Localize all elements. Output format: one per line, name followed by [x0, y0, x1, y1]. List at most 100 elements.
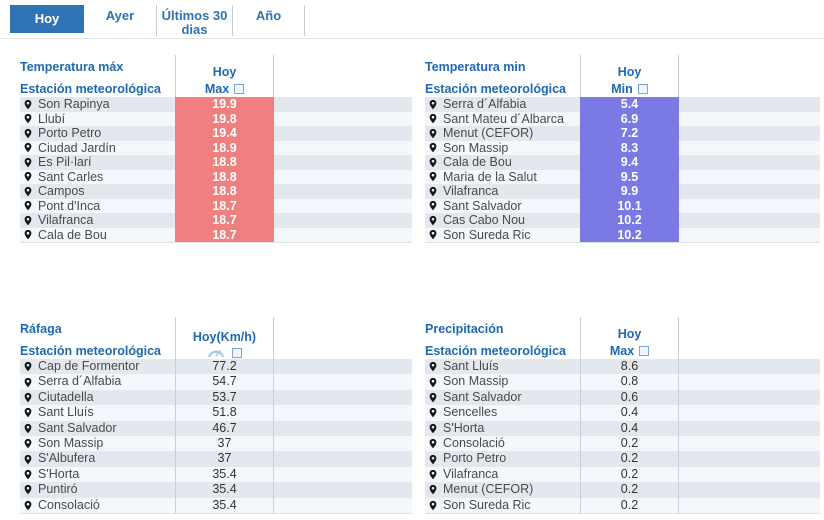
empty-checkbox-icon[interactable] [639, 346, 650, 356]
value-header-label: Max [204, 82, 230, 96]
table-row: S'Albufera 37 [20, 451, 412, 467]
table-row: Consolació 0.2 [425, 435, 820, 452]
value-cell: 9.4 [580, 155, 679, 170]
filler-cell [274, 359, 412, 374]
table-row: Ciudad Jardín 18.9 [20, 140, 412, 156]
table-row: Sant Salvador 46.7 [20, 420, 412, 436]
location-pin-icon [23, 185, 33, 198]
station-cell: Pont d'Inca [20, 199, 175, 214]
tab-hoy[interactable]: Hoy [10, 5, 84, 33]
value-cell: 10.1 [580, 198, 679, 213]
location-pin-icon [428, 170, 438, 183]
value-cell: 10.2 [580, 227, 679, 242]
table-row: Serra d´Alfabia 5.4 [425, 97, 820, 112]
empty-checkbox-icon[interactable] [637, 84, 648, 94]
station-name: Menut (CEFOR) [443, 126, 534, 140]
station-name: Vilafranca [443, 466, 499, 481]
table-row: S'Horta 35.4 [20, 466, 412, 483]
value-cell: 0.2 [580, 497, 679, 513]
station-name: Son Sureda Ric [443, 497, 531, 512]
filler-cell [274, 482, 412, 497]
station-name: Porto Petro [443, 451, 507, 466]
filler-cell [274, 421, 412, 436]
station-column-header: Estación meteorológica [425, 82, 567, 96]
table-header: Temperatura min Estación meteorológica H… [425, 55, 820, 97]
location-pin-icon [428, 156, 438, 169]
station-name: Campos [38, 184, 85, 198]
value-cell: 7.2 [580, 126, 679, 141]
value-cell: 0.2 [580, 482, 679, 498]
table-row: Cala de Bou 18.7 [20, 227, 412, 243]
station-cell: Ciutadella [20, 390, 175, 405]
filler-cell [679, 97, 820, 112]
filler-cell [679, 155, 820, 170]
station-name: Consolació [38, 497, 100, 512]
station-name: Sencelles [443, 405, 498, 420]
tab-ayer[interactable]: Ayer [84, 5, 157, 36]
value-cell: 35.4 [175, 466, 274, 483]
filler-cell [679, 467, 820, 482]
period-column-header: Hoy [212, 65, 237, 79]
table-row: Vilafranca 9.9 [425, 184, 820, 199]
location-pin-icon [23, 127, 33, 140]
period-column-header: Hoy(Km/h) [192, 330, 257, 344]
location-pin-icon [428, 499, 438, 512]
tab-ultimos-30-dias[interactable]: Últimos 30 dias [157, 5, 233, 37]
value-column-header: Max [204, 82, 245, 97]
table-row: Consolació 35.4 [20, 497, 412, 513]
table-row: Cas Cabo Nou 10.2 [425, 213, 820, 228]
value-cell: 37 [175, 435, 274, 452]
station-cell: Vilafranca [425, 184, 580, 199]
value-cell: 19.9 [175, 97, 274, 112]
station-name: Son Rapinya [38, 97, 110, 111]
filler-cell [679, 184, 820, 199]
table-header: Ráfaga Estación meteorológica Hoy(Km/h) [20, 317, 412, 359]
wind-gauge-icon [207, 347, 225, 358]
station-name: S'Horta [38, 466, 80, 481]
empty-checkbox-icon[interactable] [234, 84, 245, 94]
location-pin-icon [428, 437, 438, 450]
filler-cell [679, 390, 820, 405]
location-pin-icon [23, 499, 33, 512]
value-cell: 18.9 [175, 140, 274, 155]
filler-cell [679, 421, 820, 436]
table-row: Son Sureda Ric 10.2 [425, 227, 820, 242]
station-cell: Porto Petro [425, 451, 580, 466]
filler-cell [274, 228, 412, 243]
table-row: Son Massip 37 [20, 435, 412, 452]
value-header-label: Max [609, 344, 635, 358]
tab-ano[interactable]: Año [233, 5, 305, 36]
value-cell: 18.7 [175, 198, 274, 213]
station-name: Pont d'Inca [38, 198, 101, 213]
value-cell: 18.8 [175, 184, 274, 199]
location-pin-icon [428, 422, 438, 435]
station-name: Sant Salvador [38, 420, 117, 435]
station-cell: Maria de la Salut [425, 170, 580, 185]
table-temperatura-min: Temperatura min Estación meteorológica H… [425, 55, 820, 243]
station-cell: Consolació [425, 436, 580, 451]
filler-cell [679, 112, 820, 127]
location-pin-icon [428, 406, 438, 419]
location-pin-icon [23, 468, 33, 481]
station-cell: Serra d´Alfabia [20, 374, 175, 389]
filler-cell [679, 126, 820, 141]
value-cell: 46.7 [175, 420, 274, 436]
filler-cell [274, 141, 412, 156]
filler-cell [274, 126, 412, 141]
table-row: Maria de la Salut 9.5 [425, 169, 820, 185]
station-name: Vilafranca [38, 213, 94, 227]
empty-checkbox-icon[interactable] [232, 347, 242, 358]
station-cell: Vilafranca [20, 213, 175, 228]
header-filler [679, 55, 820, 97]
station-name: Ciutadella [38, 389, 94, 404]
value-cell: 35.4 [175, 482, 274, 498]
value-cell: 8.3 [580, 140, 679, 155]
table-row: Pont d'Inca 18.7 [20, 198, 412, 214]
period-column-header: Hoy [617, 65, 642, 79]
header-filler [274, 55, 412, 97]
value-cell: 18.8 [175, 155, 274, 170]
filler-cell [274, 213, 412, 228]
value-cell: 9.5 [580, 169, 679, 184]
station-name: Porto Petro [38, 126, 102, 140]
location-pin-icon [428, 141, 438, 154]
